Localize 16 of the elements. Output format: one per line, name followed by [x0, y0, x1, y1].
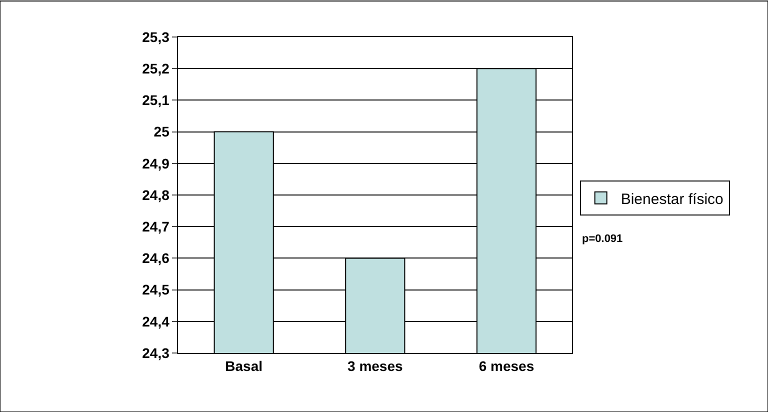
y-tick-label: 24,8: [142, 186, 170, 203]
y-tick-label: 24,5: [142, 282, 170, 298]
y-tick-label: 24,9: [142, 155, 170, 172]
y-tick-label: 25,2: [142, 60, 170, 76]
y-tick-label: 24,3: [142, 344, 170, 361]
y-tick-label: 25,3: [142, 28, 170, 45]
y-tick-label: 24,4: [142, 313, 170, 330]
text: p=0.091: [582, 233, 623, 245]
x-tick-label: 3 meses: [348, 358, 404, 374]
y-tick-label: 25,1: [142, 92, 170, 108]
legend-label: Bienestar físico: [620, 190, 724, 208]
y-tick-label: 24,7: [142, 218, 170, 234]
y-tick-label: 24,6: [142, 250, 170, 266]
x-tick-label: Basal: [225, 358, 263, 374]
x-tick-label: 6 meses: [478, 358, 534, 374]
y-tick-label: 25: [154, 124, 170, 140]
